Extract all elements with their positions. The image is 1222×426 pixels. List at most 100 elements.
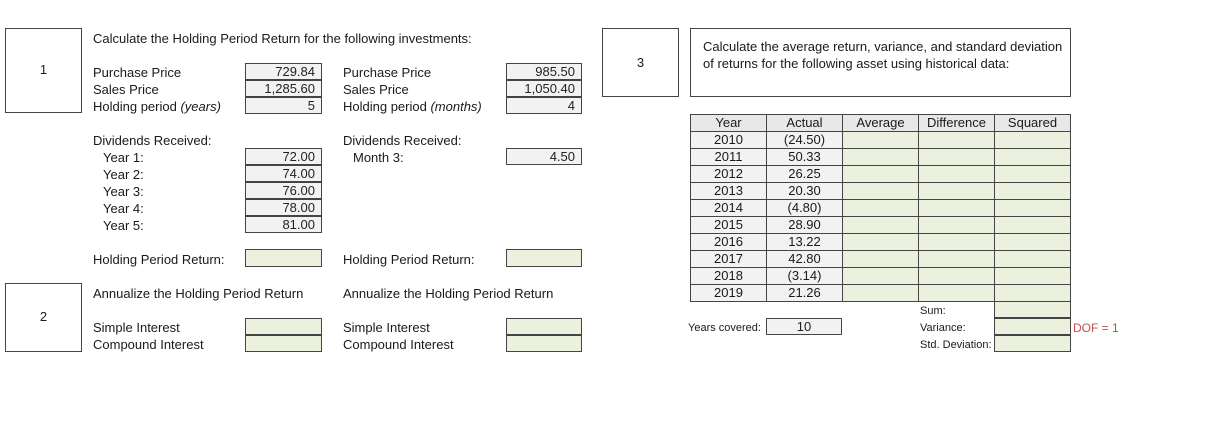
section-2-left-title: Annualize the Holding Period Return (93, 286, 304, 301)
average-cell[interactable] (842, 148, 919, 166)
squared-cell[interactable] (994, 233, 1071, 251)
right-simple-interest-answer[interactable] (506, 318, 582, 335)
left-dividend-year3-label: Year 3: (103, 184, 144, 199)
years-covered-label: Years covered: (688, 322, 761, 334)
left-dividends-label: Dividends Received: (93, 133, 212, 148)
squared-cell[interactable] (994, 131, 1071, 149)
average-cell[interactable] (842, 182, 919, 200)
header-actual: Actual (766, 114, 843, 132)
dof-note: DOF = 1 (1073, 321, 1119, 335)
left-dividend-year1-value[interactable]: 72.00 (245, 148, 322, 165)
right-dividends-label: Dividends Received: (343, 133, 462, 148)
variance-answer[interactable] (994, 318, 1071, 335)
average-cell[interactable] (842, 131, 919, 149)
year-cell: 2014 (690, 199, 767, 217)
actual-cell: 26.25 (766, 165, 843, 183)
table-row: 2017 42.80 (690, 250, 1071, 268)
average-cell[interactable] (842, 165, 919, 183)
difference-cell[interactable] (918, 284, 995, 302)
right-month-value[interactable]: 4.50 (506, 148, 582, 165)
left-holding-label: Holding period (years) (93, 98, 221, 115)
year-cell: 2010 (690, 131, 767, 149)
right-sales-value[interactable]: 1,050.40 (506, 80, 582, 97)
difference-cell[interactable] (918, 165, 995, 183)
difference-cell[interactable] (918, 250, 995, 268)
actual-cell: 21.26 (766, 284, 843, 302)
right-hpr-label: Holding Period Return: (343, 252, 475, 267)
squared-cell[interactable] (994, 284, 1071, 302)
squared-cell[interactable] (994, 216, 1071, 234)
right-holding-unit: (months) (430, 99, 482, 114)
right-compound-interest-answer[interactable] (506, 335, 582, 352)
right-purchase-label: Purchase Price (343, 65, 432, 80)
left-simple-interest-label: Simple Interest (93, 320, 180, 335)
right-hpr-answer[interactable] (506, 249, 582, 267)
sum-answer[interactable] (994, 301, 1071, 318)
right-holding-value[interactable]: 4 (506, 97, 582, 114)
year-cell: 2012 (690, 165, 767, 183)
squared-cell[interactable] (994, 148, 1071, 166)
table-row: 2014 (4.80) (690, 199, 1071, 217)
difference-cell[interactable] (918, 148, 995, 166)
average-cell[interactable] (842, 267, 919, 285)
left-dividend-year3-value[interactable]: 76.00 (245, 182, 322, 199)
table-row: 2016 13.22 (690, 233, 1071, 251)
left-hpr-answer[interactable] (245, 249, 322, 267)
left-sales-value[interactable]: 1,285.60 (245, 80, 322, 97)
average-cell[interactable] (842, 216, 919, 234)
section-3-instructions-box: Calculate the average return, variance, … (690, 28, 1071, 97)
actual-cell: (3.14) (766, 267, 843, 285)
right-holding-label: Holding period (months) (343, 98, 482, 115)
left-dividend-year2-value[interactable]: 74.00 (245, 165, 322, 182)
right-sales-label: Sales Price (343, 82, 409, 97)
section-3-number-box: 3 (602, 28, 679, 97)
squared-cell[interactable] (994, 165, 1071, 183)
left-dividend-year5-label: Year 5: (103, 218, 144, 233)
table-row: 2015 28.90 (690, 216, 1071, 234)
left-simple-interest-answer[interactable] (245, 318, 322, 335)
table-row: 2018 (3.14) (690, 267, 1071, 285)
left-compound-interest-label: Compound Interest (93, 337, 204, 352)
squared-cell[interactable] (994, 182, 1071, 200)
average-cell[interactable] (842, 250, 919, 268)
section-2-number: 2 (39, 309, 48, 324)
std-deviation-answer[interactable] (994, 335, 1071, 352)
sum-label: Sum: (920, 305, 946, 317)
header-year: Year (690, 114, 767, 132)
left-dividend-year5-value[interactable]: 81.00 (245, 216, 322, 233)
table-header-row: Year Actual Average Difference Squared (690, 114, 1071, 132)
year-cell: 2011 (690, 148, 767, 166)
actual-cell: 28.90 (766, 216, 843, 234)
average-cell[interactable] (842, 284, 919, 302)
left-hpr-label: Holding Period Return: (93, 252, 225, 267)
left-dividend-year1-label: Year 1: (103, 150, 144, 165)
average-cell[interactable] (842, 233, 919, 251)
header-average: Average (842, 114, 919, 132)
squared-cell[interactable] (994, 199, 1071, 217)
difference-cell[interactable] (918, 267, 995, 285)
header-squared: Squared (994, 114, 1071, 132)
left-holding-unit: (years) (180, 99, 221, 114)
left-dividend-year4-value[interactable]: 78.00 (245, 199, 322, 216)
difference-cell[interactable] (918, 233, 995, 251)
difference-cell[interactable] (918, 199, 995, 217)
squared-cell[interactable] (994, 267, 1071, 285)
section-1-title: Calculate the Holding Period Return for … (93, 31, 472, 46)
actual-cell: 42.80 (766, 250, 843, 268)
squared-cell[interactable] (994, 250, 1071, 268)
right-purchase-value[interactable]: 985.50 (506, 63, 582, 80)
variance-label: Variance: (920, 322, 966, 334)
average-cell[interactable] (842, 199, 919, 217)
header-difference: Difference (918, 114, 995, 132)
table-row: 2019 21.26 (690, 284, 1071, 302)
difference-cell[interactable] (918, 182, 995, 200)
difference-cell[interactable] (918, 216, 995, 234)
left-compound-interest-answer[interactable] (245, 335, 322, 352)
years-covered-value[interactable]: 10 (766, 318, 842, 335)
left-holding-value[interactable]: 5 (245, 97, 322, 114)
table-row: 2013 20.30 (690, 182, 1071, 200)
year-cell: 2019 (690, 284, 767, 302)
left-purchase-value[interactable]: 729.84 (245, 63, 322, 80)
difference-cell[interactable] (918, 131, 995, 149)
section-3-instructions: Calculate the average return, variance, … (703, 39, 1063, 71)
